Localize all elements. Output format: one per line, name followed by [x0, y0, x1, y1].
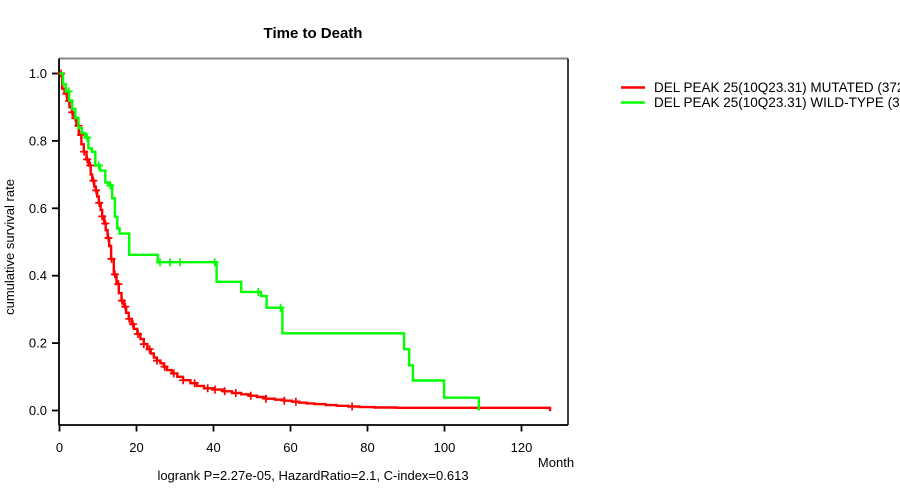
censor-mark-mutated	[134, 330, 142, 338]
censor-mark-mutated	[203, 384, 212, 393]
y-tick-label: 0.2	[29, 336, 47, 351]
x-tick-label: 120	[511, 440, 533, 455]
censor-mark-mutated	[129, 320, 137, 329]
censor-mark-mutated	[261, 394, 270, 403]
censor-mark-mutated	[145, 345, 154, 354]
censor-mark-wild-type	[64, 87, 73, 96]
legend: DEL PEAK 25(10Q23.31) MUTATED (372/48 DE…	[621, 80, 900, 110]
censor-mark-mutated	[92, 186, 101, 195]
x-axis: 0 20 40 60 80 100 120	[56, 425, 532, 455]
censor-mark-mutated	[107, 254, 116, 263]
censor-mark-mutated	[291, 397, 300, 406]
censor-mark-mutated	[125, 314, 134, 323]
censor-mark-wild-type	[254, 287, 263, 296]
x-tick-label: 60	[283, 440, 297, 455]
y-tick-label: 0.0	[29, 403, 47, 418]
y-tick-label: 0.4	[29, 268, 47, 283]
legend-label-wild-type: DEL PEAK 25(10Q23.31) WILD-TYPE (39/58	[654, 95, 900, 110]
censor-mark-wild-type	[176, 258, 184, 267]
chart-title: Time to Death	[264, 25, 363, 42]
censor-mark-mutated	[117, 296, 126, 305]
censor-mark-mutated	[98, 212, 107, 221]
censor-mark-mutated	[169, 369, 178, 378]
censor-mark-mutated	[152, 356, 161, 365]
y-tick-label: 1.0	[29, 66, 47, 81]
censor-mark-wild-type	[276, 303, 285, 312]
x-axis-label: Month	[538, 455, 574, 470]
x-tick-label: 0	[56, 440, 63, 455]
censor-mark-mutated	[80, 147, 89, 156]
censor-mark-mutated	[348, 402, 357, 411]
x-tick-label: 80	[360, 440, 374, 455]
censor-mark-mutated	[89, 176, 98, 185]
censor-mark-mutated	[246, 391, 255, 400]
censor-mark-mutated	[231, 389, 240, 397]
censor-mark-mutated	[95, 198, 104, 207]
censor-mark-mutated	[83, 155, 92, 164]
stats-annotation: logrank P=2.27e-05, HazardRatio=2.1, C-i…	[157, 468, 468, 483]
censor-mark-mutated	[190, 379, 199, 388]
censor-mark-mutated	[179, 376, 188, 385]
censor-mark-mutated	[110, 270, 119, 279]
censor-mark-mutated	[280, 396, 289, 405]
censor-mark-mutated	[121, 302, 130, 311]
x-tick-label: 40	[206, 440, 220, 455]
censor-mark-mutated	[160, 362, 169, 371]
y-tick-label: 0.6	[29, 201, 47, 216]
plot-box	[58, 57, 569, 426]
censor-mark-mutated	[104, 234, 113, 242]
censor-mark-wild-type	[156, 258, 164, 267]
y-axis: 0.0 0.2 0.4 0.6 0.8 1.0	[29, 66, 59, 418]
censor-mark-wild-type	[106, 181, 115, 190]
censor-mark-wild-type	[166, 258, 174, 267]
x-tick-label: 100	[434, 440, 456, 455]
censor-mark-wild-type	[94, 161, 103, 170]
censor-mark-mutated	[86, 161, 95, 170]
censor-mark-mutated	[220, 387, 229, 396]
y-axis-label: cumulative survival rate	[2, 179, 17, 315]
curve-wild-type	[59, 72, 480, 411]
censor-mark-mutated	[101, 219, 110, 228]
curve-mutated	[59, 72, 552, 412]
censor-mark-wild-type	[210, 258, 219, 267]
censor-mark-mutated	[211, 385, 219, 394]
x-tick-label: 20	[129, 440, 143, 455]
survival-curves	[57, 69, 552, 412]
censor-mark-mutated	[114, 280, 123, 289]
censor-mark-mutated	[139, 340, 148, 349]
legend-label-mutated: DEL PEAK 25(10Q23.31) MUTATED (372/48	[654, 80, 900, 95]
censor-mark-wild-type	[83, 133, 92, 142]
y-tick-label: 0.8	[29, 133, 47, 148]
